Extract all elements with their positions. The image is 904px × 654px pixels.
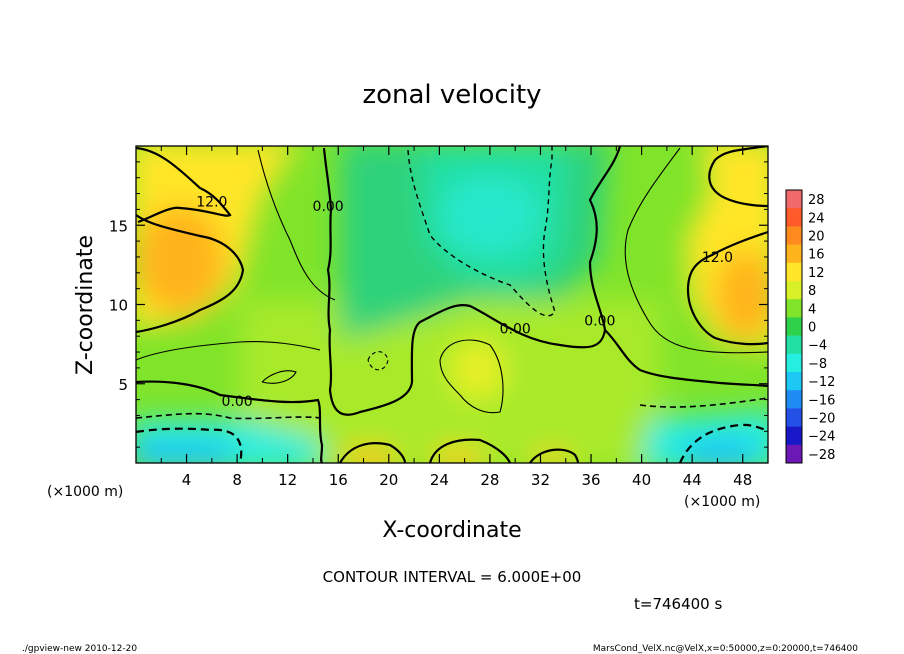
contour-zero-right-lower (604, 329, 768, 388)
region-yellow-lens (450, 340, 506, 400)
x-tick-label: 48 (733, 471, 752, 489)
x-tick-label: 8 (232, 471, 242, 489)
contour-neg6-left (136, 412, 321, 420)
x-tick-label: 36 (581, 471, 600, 489)
x-axis-label: X-coordinate (382, 518, 521, 543)
x-tick-label: 20 (379, 471, 398, 489)
x-tick-label: 28 (480, 471, 499, 489)
x-tick-label: 12 (278, 471, 297, 489)
contour-6-right (624, 147, 768, 354)
colorbar-swatch (786, 190, 802, 209)
x-tick-label: 4 (182, 471, 192, 489)
colorbar: 28 24 20 16 12 8 4 0 −4 −8 −12 −16 −20 −24 −28 (785, 189, 835, 464)
velocity-field (136, 146, 768, 463)
colorbar-frame (785, 189, 803, 464)
region-lightblue-bottom-right (680, 437, 760, 463)
contour-neg6-right (639, 397, 768, 408)
colorbar-swatch (786, 244, 802, 264)
contour-6-left (136, 149, 336, 361)
x-axis: 4 8 12 16 20 24 28 32 36 40 44 48 (160, 146, 752, 489)
x-tick-label: 44 (683, 471, 702, 489)
colorbar-label: −8 (808, 357, 827, 372)
contour-6-small-left (261, 370, 297, 384)
colorbar-label: −24 (808, 430, 835, 445)
colorbar-swatch (786, 444, 802, 464)
contour-zero-bottom-b (428, 438, 512, 463)
region-orange-left (136, 205, 225, 315)
contour-neg6-small (367, 351, 389, 371)
colorbar-label: 20 (808, 230, 825, 245)
colorbar-label: 24 (808, 211, 825, 226)
contour-12-left (136, 146, 245, 334)
x-tick-label: 16 (329, 471, 348, 489)
contour-zero-lower-left (136, 380, 324, 463)
region-lightblue-bottom-left (136, 440, 236, 463)
colorbar-label: −28 (808, 448, 835, 463)
contour-neg12-right (678, 423, 768, 463)
chart-title: zonal velocity (362, 80, 541, 110)
y-axis-label: Z-coordinate (73, 235, 98, 375)
colorbar-swatch (786, 408, 802, 427)
colorbar-swatch (786, 226, 802, 245)
contour-neg12-left (136, 427, 243, 463)
colorbar-swatch (786, 353, 802, 373)
colorbar-swatch (786, 335, 802, 355)
colorbar-label: −12 (808, 375, 835, 390)
colorbar-swatch (786, 390, 802, 409)
colorbar-label: 8 (808, 284, 816, 299)
contour-6-center (439, 339, 504, 414)
colorbar-label: −4 (808, 339, 827, 354)
y-axis: 5 10 15 (109, 161, 768, 448)
x-tick-label: 24 (430, 471, 449, 489)
region-yellow-blob-2 (430, 447, 486, 463)
colorbar-swatch (786, 262, 802, 282)
contour-zero-bottom-a (339, 442, 407, 463)
region-orange-right (715, 250, 768, 340)
colorbar-swatch (786, 208, 802, 227)
x-unit-right: (×1000 m) (684, 494, 760, 510)
contour-label: 12.0 (702, 250, 733, 266)
region-light-green (240, 300, 660, 463)
contour-label: 0.00 (313, 199, 344, 215)
colorbar-swatch (786, 426, 802, 446)
contour-label: 0.00 (500, 321, 531, 337)
x-tick-label: 32 (531, 471, 550, 489)
colorbar-label: 4 (808, 302, 816, 317)
colorbar-swatch (786, 317, 802, 336)
x-tick-label: 40 (632, 471, 651, 489)
colorbar-label: 0 (808, 321, 816, 336)
contour-lines (136, 146, 768, 463)
x-unit-left: (×1000 m) (47, 484, 123, 500)
colorbar-swatch (786, 372, 802, 391)
footer-left: ./gpview-new 2010-12-20 (22, 644, 137, 654)
colorbar-label: −16 (808, 393, 835, 408)
contour-zero-bottom-c (529, 448, 580, 463)
footer-right: MarsCond_VelX.nc@VelX,x=0:50000,z=0:2000… (593, 644, 858, 654)
contour-label: 0.00 (584, 313, 615, 329)
contour-12-right (686, 146, 768, 346)
region-cyan-core (440, 175, 540, 255)
colorbar-swatch (786, 281, 802, 300)
contour-interval: CONTOUR INTERVAL = 6.000E+00 (323, 568, 582, 586)
colorbar-label: 28 (808, 193, 825, 208)
colorbar-swatch (786, 299, 802, 318)
y-tick-label: 15 (109, 217, 128, 235)
contour-label: 0.00 (222, 394, 253, 410)
y-tick-label: 10 (109, 297, 128, 315)
colorbar-label: 16 (808, 248, 825, 263)
region-yellow-blob-3 (530, 450, 574, 463)
colorbar-label: −20 (808, 412, 835, 427)
contour-zero-vertical (322, 146, 622, 416)
contour-label: 12.0 (196, 194, 227, 210)
colorbar-label: 12 (808, 266, 825, 281)
contour-labels: 12.0 0.00 0.00 0.00 12.0 0.00 (196, 194, 733, 410)
y-tick-label: 5 (118, 376, 128, 394)
time-label: t=746400 s (634, 595, 722, 613)
region-yellow-blob-1 (340, 446, 400, 463)
